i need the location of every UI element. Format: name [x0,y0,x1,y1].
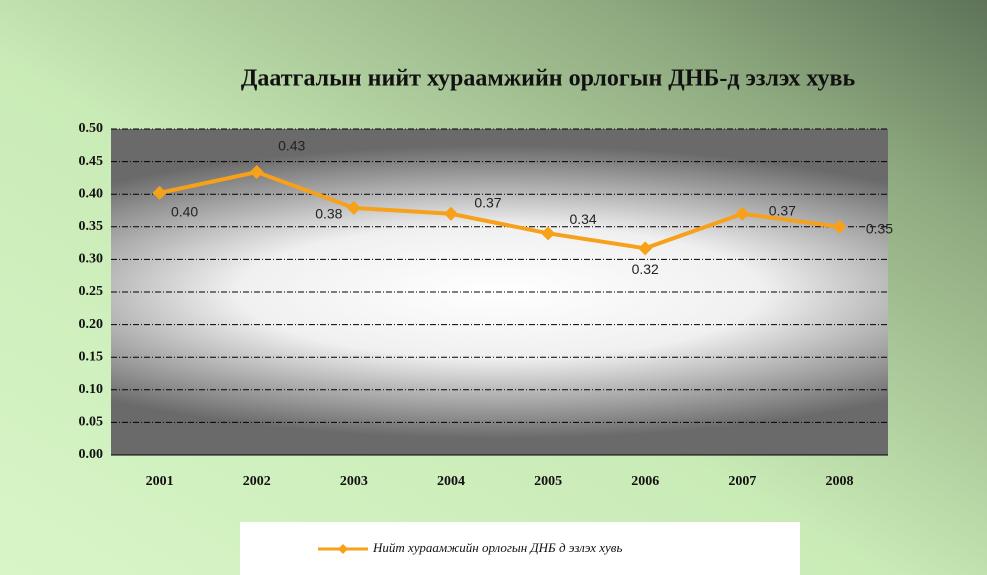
y-tick-label: 0.45 [79,154,104,169]
y-tick-label: 0.00 [79,447,104,462]
x-tick-label: 2006 [631,474,659,489]
data-point [735,206,750,221]
data-point [346,200,361,215]
data-label: 0.35 [866,221,893,237]
x-tick-label: 2004 [437,474,465,489]
data-point [152,185,167,200]
data-point [443,206,458,221]
y-tick-label: 0.30 [79,252,104,267]
data-label: 0.43 [278,138,305,154]
data-point [249,165,264,180]
y-tick-label: 0.15 [79,349,104,364]
legend-marker [338,544,348,554]
x-tick-label: 2005 [534,474,562,489]
data-label: 0.32 [632,261,659,277]
x-tick-label: 2008 [825,474,853,489]
data-label: 0.40 [171,204,198,220]
data-point [541,226,556,241]
data-point [832,219,847,234]
data-label: 0.34 [569,211,596,227]
y-tick-label: 0.35 [79,219,104,234]
data-label: 0.37 [474,194,501,210]
legend-label: Нийт хураамжийн орлогын ДНБ д эзлэх хувь [372,540,622,555]
y-tick-label: 0.20 [79,317,104,332]
y-tick-label: 0.25 [79,284,104,299]
y-tick-label: 0.40 [79,186,104,201]
x-tick-label: 2001 [146,474,174,489]
y-tick-label: 0.05 [79,415,104,430]
x-tick-label: 2003 [340,474,368,489]
x-tick-label: 2002 [243,474,271,489]
y-tick-label: 0.10 [79,382,104,397]
data-label: 0.38 [315,206,342,222]
y-tick-label: 0.50 [79,121,104,136]
series-line [159,169,840,251]
data-point [638,241,653,256]
data-label: 0.37 [769,202,796,218]
chart-title: Даатгалын нийт хураамжийн орлогын ДНБ-д … [241,66,856,92]
x-tick-label: 2007 [728,474,756,489]
